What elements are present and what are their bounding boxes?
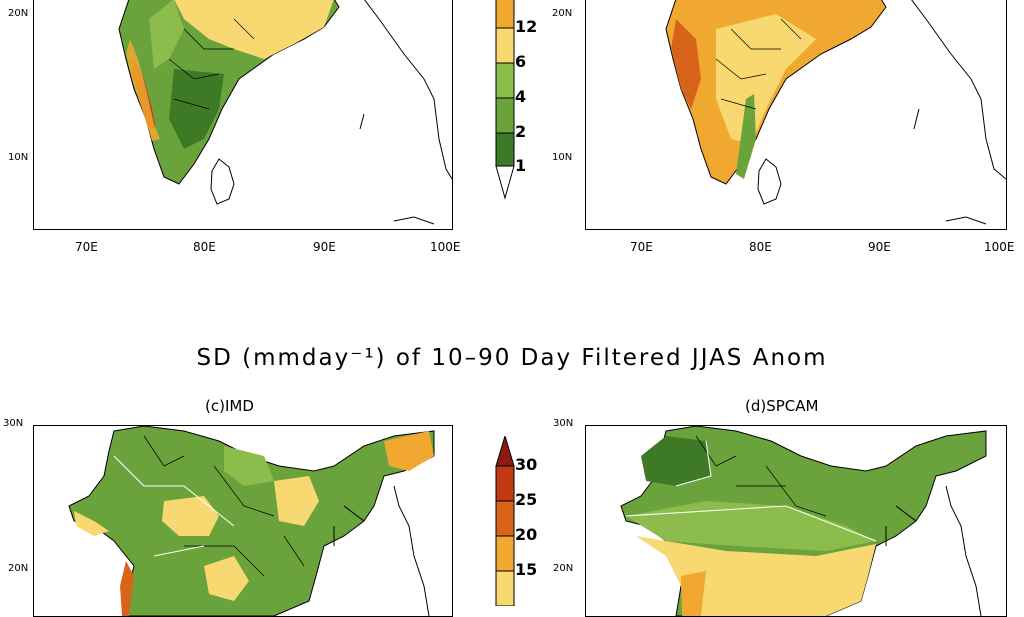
dark-green-a [169, 69, 224, 149]
lat-label-30n-c: 30N [3, 418, 24, 429]
myanmar-coast-b [911, 0, 1006, 180]
dark-green-nw-d [641, 436, 711, 486]
lat-label-20n-c: 20N [8, 563, 29, 574]
lat-label-20n-d: 20N [553, 563, 574, 574]
map-panel-d [585, 425, 1007, 617]
colorbar-bottom [495, 434, 515, 607]
colorbar-bottom-svg [495, 434, 515, 607]
cbar-bottom-label-15: 15 [515, 560, 538, 579]
map-panel-a [33, 0, 453, 230]
myanmar-coast-d [945, 485, 982, 616]
lat-label-10n-a: 10N [8, 152, 29, 163]
cbar-top-label-6: 6 [515, 52, 527, 71]
light-green-band-d [626, 501, 876, 551]
dark-orange-b [671, 19, 701, 109]
lon-label-70e-a: 70E [75, 240, 98, 254]
green-west-a [149, 0, 184, 69]
myanmar-coast-a [364, 0, 452, 180]
panel-title-d: (d)SPCAM [745, 397, 819, 415]
yellow-zone-a [174, 0, 334, 59]
sri-lanka-b [757, 158, 782, 205]
sri-lanka-a [210, 158, 235, 205]
colorbar-top [495, 0, 515, 203]
lon-label-80e-b: 80E [749, 240, 772, 254]
lon-label-90e-a: 90E [313, 240, 336, 254]
lat-label-20n-a: 20N [8, 8, 29, 19]
cbar-top-label-4: 4 [515, 87, 527, 106]
lat-label-10n-b: 10N [552, 152, 573, 163]
lon-label-90e-b: 90E [868, 240, 891, 254]
yellow-blob-c1 [162, 496, 219, 536]
cbar-top-label-2: 2 [515, 122, 527, 141]
map-panel-b [585, 0, 1007, 230]
map-b-svg [665, 0, 1006, 225]
yellow-blob-c3 [204, 556, 249, 601]
map-a-svg [118, 0, 452, 225]
lon-label-70e-b: 70E [630, 240, 653, 254]
map-panel-c [33, 425, 453, 617]
panel-title-c: (c)IMD [205, 397, 254, 415]
lon-label-100e-a: 100E [430, 240, 461, 254]
lat-label-30n-d: 30N [553, 418, 574, 429]
lon-label-80e-a: 80E [193, 240, 216, 254]
orange-ne-c [384, 431, 434, 471]
cbar-bottom-label-25: 25 [515, 490, 538, 509]
cbar-top-label-12: 12 [515, 17, 538, 36]
lat-label-20n-b: 20N [552, 8, 573, 19]
coast-orange-a [126, 39, 160, 141]
figure-main-title: SD (mmday⁻¹) of 10–90 Day Filtered JJAS … [196, 345, 828, 371]
myanmar-coast-c [393, 485, 430, 616]
yellow-zone-b [716, 14, 816, 144]
cbar-top-label-1: 1 [515, 156, 527, 175]
cbar-bottom-label-30: 30 [515, 455, 538, 474]
map-c-svg [68, 426, 435, 616]
cbar-bottom-label-20: 20 [515, 525, 538, 544]
lon-label-100e-b: 100E [984, 240, 1015, 254]
light-green-c [224, 446, 274, 486]
green-strip-b [736, 94, 756, 179]
colorbar-top-svg [495, 0, 515, 200]
map-d-svg [620, 426, 987, 616]
yellow-blob-c2 [274, 476, 319, 526]
yellow-blob-c4 [74, 511, 109, 536]
